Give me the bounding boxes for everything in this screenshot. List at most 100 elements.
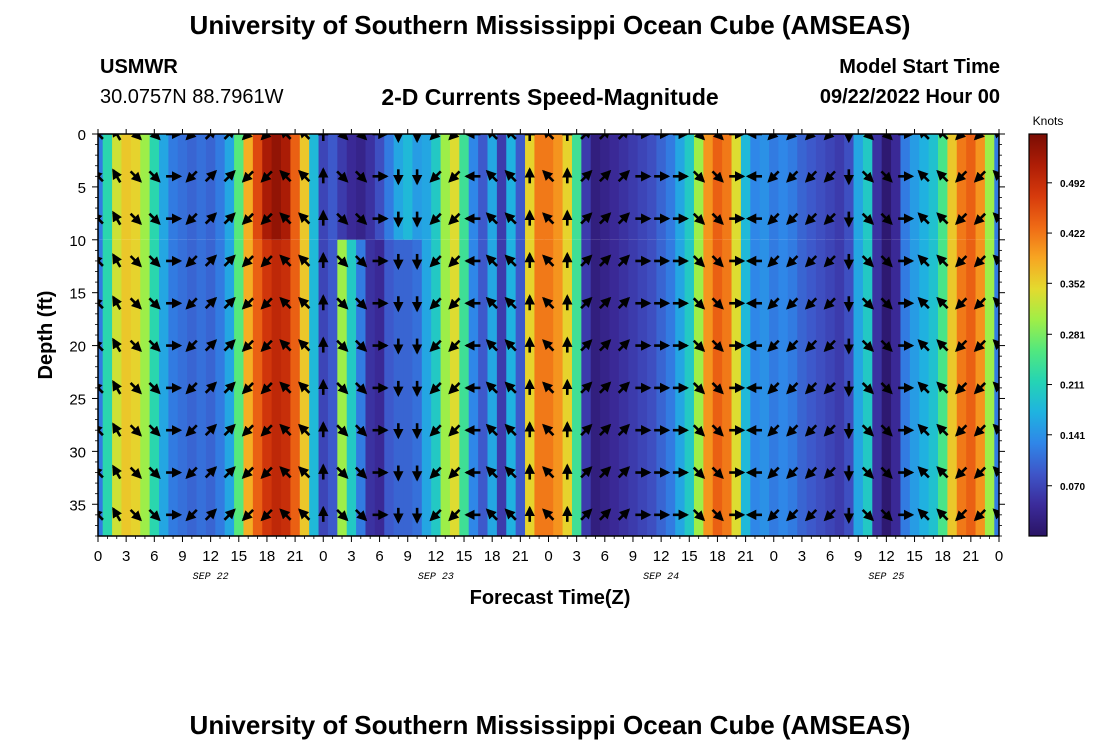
current-vector: [917, 169, 930, 183]
current-vector: [955, 382, 968, 395]
current-vector: [786, 466, 799, 479]
current-vector: [98, 296, 104, 310]
heatmap-cell: [787, 134, 798, 240]
current-vector: [823, 255, 836, 268]
current-vector: [429, 255, 442, 268]
current-vector: [429, 170, 442, 183]
heatmap-cell: [628, 239, 639, 536]
current-vector: [542, 466, 555, 479]
current-vector: [973, 382, 987, 395]
heatmap-cell: [797, 239, 808, 536]
heatmap-cell: [327, 134, 338, 240]
current-vector: [298, 423, 311, 437]
heatmap-cell: [769, 134, 780, 240]
heatmap-cell: [421, 239, 432, 536]
current-vector: [823, 212, 836, 226]
heatmap-cell: [337, 134, 348, 240]
current-vector: [973, 424, 987, 437]
current-vector: [767, 382, 780, 395]
heatmap-cell: [722, 134, 733, 240]
current-vector: [880, 382, 893, 395]
current-vector: [917, 254, 930, 267]
current-vector: [336, 424, 349, 437]
current-vector: [880, 466, 893, 479]
current-vector: [936, 169, 949, 183]
y-tick-label: 20: [69, 339, 86, 356]
current-vector: [241, 212, 255, 226]
heatmap-cell: [966, 134, 977, 240]
current-vector: [617, 254, 631, 267]
current-vector: [448, 382, 461, 395]
current-vector: [955, 134, 967, 141]
heatmap-cell: [234, 239, 245, 536]
current-vector: [260, 382, 273, 395]
current-vector: [973, 339, 987, 352]
current-vector: [204, 296, 218, 310]
current-vector: [955, 466, 968, 479]
current-vector: [767, 255, 780, 268]
current-vector: [223, 508, 236, 521]
current-vector: [992, 466, 999, 478]
current-vector: [448, 339, 461, 352]
current-vector: [129, 255, 142, 268]
current-vector: [448, 134, 460, 141]
colorbar-tick-label: 0.352: [1060, 279, 1085, 290]
current-vector: [992, 254, 999, 266]
heatmap-cell: [665, 134, 676, 240]
current-vector: [804, 424, 818, 437]
current-vector: [711, 424, 724, 437]
currents-heatmap: 0 3 6 9 12 15 18 21 0 3 6 9 12 15 18 21 0 3 6 9 12 15 18 21 0 3 6 9…: [35, 114, 1085, 609]
current-vector: [542, 212, 555, 225]
current-vector: [542, 134, 555, 140]
x-tick-label: 12: [202, 548, 219, 565]
heatmap-cell: [281, 134, 292, 240]
heatmap-cell: [140, 134, 151, 240]
heatmap-cell: [553, 134, 564, 240]
x-tick-label: 12: [653, 548, 670, 565]
current-vector: [973, 212, 987, 226]
current-vector: [130, 134, 142, 141]
heatmap-cell: [159, 239, 169, 536]
heatmap-cell: [834, 239, 845, 536]
heatmap-cell: [290, 134, 301, 240]
heatmap-cell: [271, 134, 282, 240]
current-vector: [936, 466, 949, 479]
x-tick-label: 6: [150, 548, 158, 565]
heatmap-cell: [496, 134, 507, 240]
current-vector: [185, 170, 198, 183]
current-vector: [223, 423, 236, 437]
heatmap-cell: [468, 134, 479, 240]
current-vector: [98, 339, 104, 352]
current-vector: [223, 212, 236, 225]
current-vector: [992, 381, 999, 393]
current-vector: [955, 339, 968, 352]
colorbar-tick-label: 0.492: [1060, 179, 1085, 190]
heatmap-cell: [881, 134, 892, 240]
current-vector: [204, 254, 218, 267]
current-vector: [241, 382, 255, 395]
heatmap-cell: [130, 134, 141, 240]
current-vector: [485, 381, 499, 394]
current-vector: [223, 134, 236, 140]
current-vector: [580, 381, 593, 394]
heatmap-cell: [478, 239, 489, 536]
heatmap-cell: [318, 134, 329, 240]
heatmap-cell: [299, 134, 310, 240]
current-vector: [861, 297, 875, 310]
current-vector: [504, 212, 517, 225]
date-label: SEP 24: [643, 572, 679, 583]
colorbar: Knots 0.492 0.422 0.352 0.281 0.211 0.141 0.07…: [1028, 114, 1085, 537]
heatmap-cell: [853, 239, 864, 536]
current-vector: [936, 254, 949, 267]
current-vector: [298, 466, 311, 479]
current-vector: [504, 134, 517, 140]
current-vector: [861, 382, 875, 395]
chart-title: University of Southern Mississippi Ocean…: [189, 10, 911, 40]
current-vector: [112, 295, 122, 310]
current-vector: [692, 170, 706, 183]
current-vector: [260, 339, 273, 352]
current-vector: [711, 466, 724, 479]
current-vector: [617, 134, 631, 140]
current-vector: [580, 296, 593, 310]
current-vector: [112, 253, 122, 268]
